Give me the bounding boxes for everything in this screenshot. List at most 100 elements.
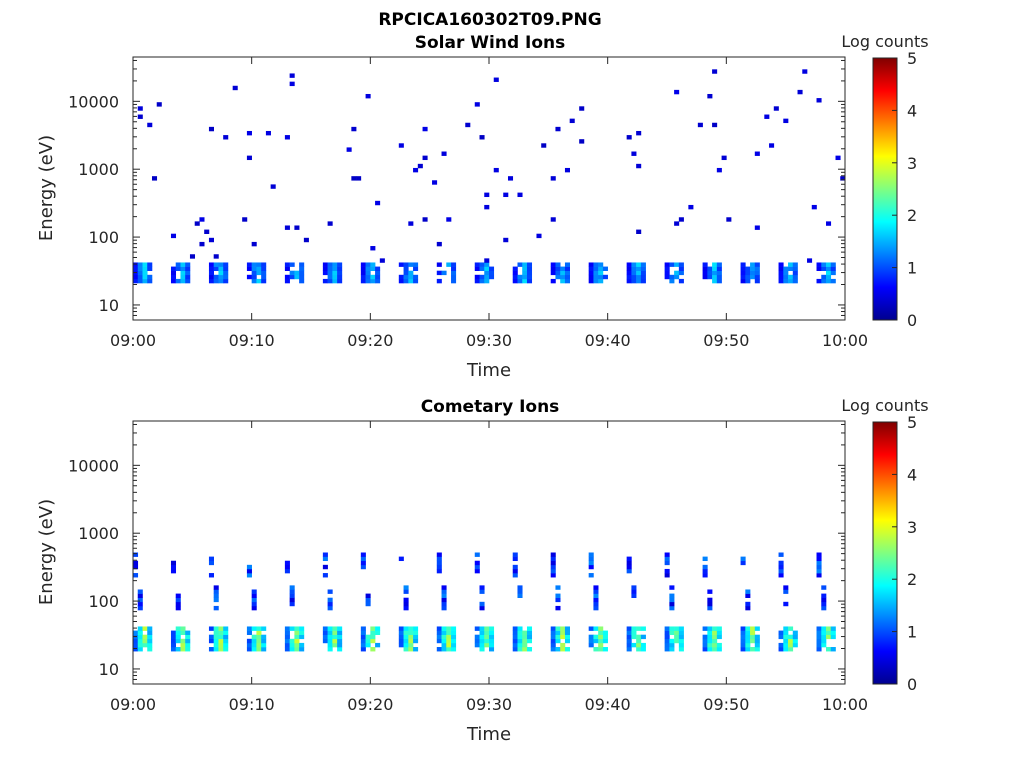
heatmap-cell <box>185 266 191 271</box>
heatmap-cell <box>555 605 561 611</box>
heatmap-cell <box>678 642 684 648</box>
heatmap-cell <box>588 626 594 631</box>
heatmap-cell <box>489 266 495 271</box>
heatmap-cell <box>745 630 751 635</box>
heatmap-cell <box>517 634 523 640</box>
heatmap-cell <box>783 601 789 607</box>
heatmap-cell <box>213 638 219 644</box>
heatmap-cell <box>370 266 376 271</box>
heatmap-cell <box>678 262 684 267</box>
heatmap-cell <box>213 634 219 640</box>
panel-solar-wind: Solar Wind Ions 09:00 09:10 09:20 09:30 09:4… <box>36 32 929 381</box>
heatmap-cell <box>170 270 177 276</box>
x-tick-label: 09:10 <box>229 331 275 350</box>
heatmap-cell <box>588 274 594 280</box>
heatmap-cell <box>631 642 637 648</box>
heatmap-cell <box>289 270 295 276</box>
heatmap-cell <box>436 638 442 644</box>
heatmap-cell <box>626 564 632 570</box>
y-tick-label: 100 <box>88 592 119 611</box>
heatmap-cell <box>375 200 381 206</box>
heatmap-cell <box>223 638 229 644</box>
heatmap-cell <box>792 642 798 648</box>
heatmap-cell <box>360 552 366 557</box>
heatmap-cell <box>550 278 556 284</box>
heatmap-cell <box>489 626 495 631</box>
heatmap-cell <box>413 647 419 652</box>
y-tick-label: 10 <box>99 660 119 679</box>
heatmap-cell <box>436 634 442 640</box>
heatmap-cell <box>745 647 751 652</box>
heatmap-cell <box>303 237 309 243</box>
heatmap-cell <box>408 274 414 280</box>
heatmap-cell <box>792 634 798 640</box>
heatmap-cell <box>137 262 143 267</box>
heatmap-cell <box>674 270 680 276</box>
heatmap-cell <box>327 221 333 226</box>
heatmap-cell <box>175 634 181 640</box>
heatmap-cell <box>489 647 495 652</box>
heatmap-cell <box>337 278 343 284</box>
heatmap-cell <box>208 270 214 276</box>
colorbar-tick-label: 2 <box>907 570 917 589</box>
heatmap-cell <box>707 626 713 631</box>
heatmap-cell <box>778 573 784 578</box>
heatmap-cell <box>740 274 746 280</box>
heatmap-cell <box>218 638 224 644</box>
heatmap-cell <box>484 266 490 271</box>
heatmap-cell <box>365 597 371 603</box>
heatmap-cell <box>142 266 148 271</box>
heatmap-cell <box>137 605 143 611</box>
heatmap-cell <box>451 634 457 640</box>
heatmap-cell <box>702 274 708 280</box>
heatmap-cell <box>674 638 680 644</box>
heatmap-cell <box>678 630 684 635</box>
heatmap-cell <box>579 106 585 111</box>
heatmap-cell <box>569 118 575 124</box>
heatmap-cell <box>474 278 480 284</box>
heatmap-cell <box>702 642 708 648</box>
heatmap-cell <box>398 274 404 280</box>
heatmap-cell <box>137 114 143 119</box>
heatmap-cell <box>598 270 604 276</box>
heatmap-cell <box>707 589 713 594</box>
heatmap-cell <box>821 638 827 644</box>
heatmap-cell <box>754 638 760 644</box>
heatmap-cell <box>640 266 646 271</box>
colorbar-tick-label: 1 <box>907 623 917 642</box>
heatmap-cell <box>403 634 409 640</box>
heatmap-cell <box>256 266 262 271</box>
heatmap-cell <box>199 217 205 222</box>
heatmap-cell <box>223 270 229 276</box>
heatmap-cell <box>550 270 556 276</box>
heatmap-cell <box>517 642 523 648</box>
heatmap-cell <box>261 262 267 267</box>
x-tick-label: 09:30 <box>466 331 512 350</box>
heatmap-cell <box>745 266 751 271</box>
heatmap-cell <box>588 560 594 566</box>
heatmap-cell <box>816 556 822 562</box>
heatmap-cell <box>716 167 722 173</box>
heatmap-cell <box>451 266 457 271</box>
heatmap-cell <box>664 262 670 267</box>
heatmap-cell <box>370 647 376 652</box>
heatmap-cell <box>208 560 214 566</box>
heatmap-cell <box>764 114 770 119</box>
heatmap-cell <box>213 642 219 648</box>
heatmap-cell <box>555 634 561 640</box>
heatmap-cell <box>370 626 376 631</box>
heatmap-cell <box>526 262 533 267</box>
heatmap-cell <box>631 634 637 640</box>
heatmap-cell <box>246 647 252 652</box>
heatmap-cell <box>783 585 789 590</box>
heatmap-cell <box>712 638 718 644</box>
heatmap-cell <box>432 180 438 185</box>
heatmap-cell <box>821 278 827 284</box>
heatmap-cell <box>631 278 637 284</box>
heatmap-cell <box>669 274 675 280</box>
heatmap-cell <box>602 647 608 652</box>
heatmap-cell <box>365 262 371 267</box>
panel-title-cometary: Cometary Ions <box>421 397 560 417</box>
heatmap-cell <box>375 642 381 648</box>
axes-solar-wind: 09:00 09:10 09:20 09:30 09:40 09:50 10:00 10 100… <box>68 57 868 350</box>
